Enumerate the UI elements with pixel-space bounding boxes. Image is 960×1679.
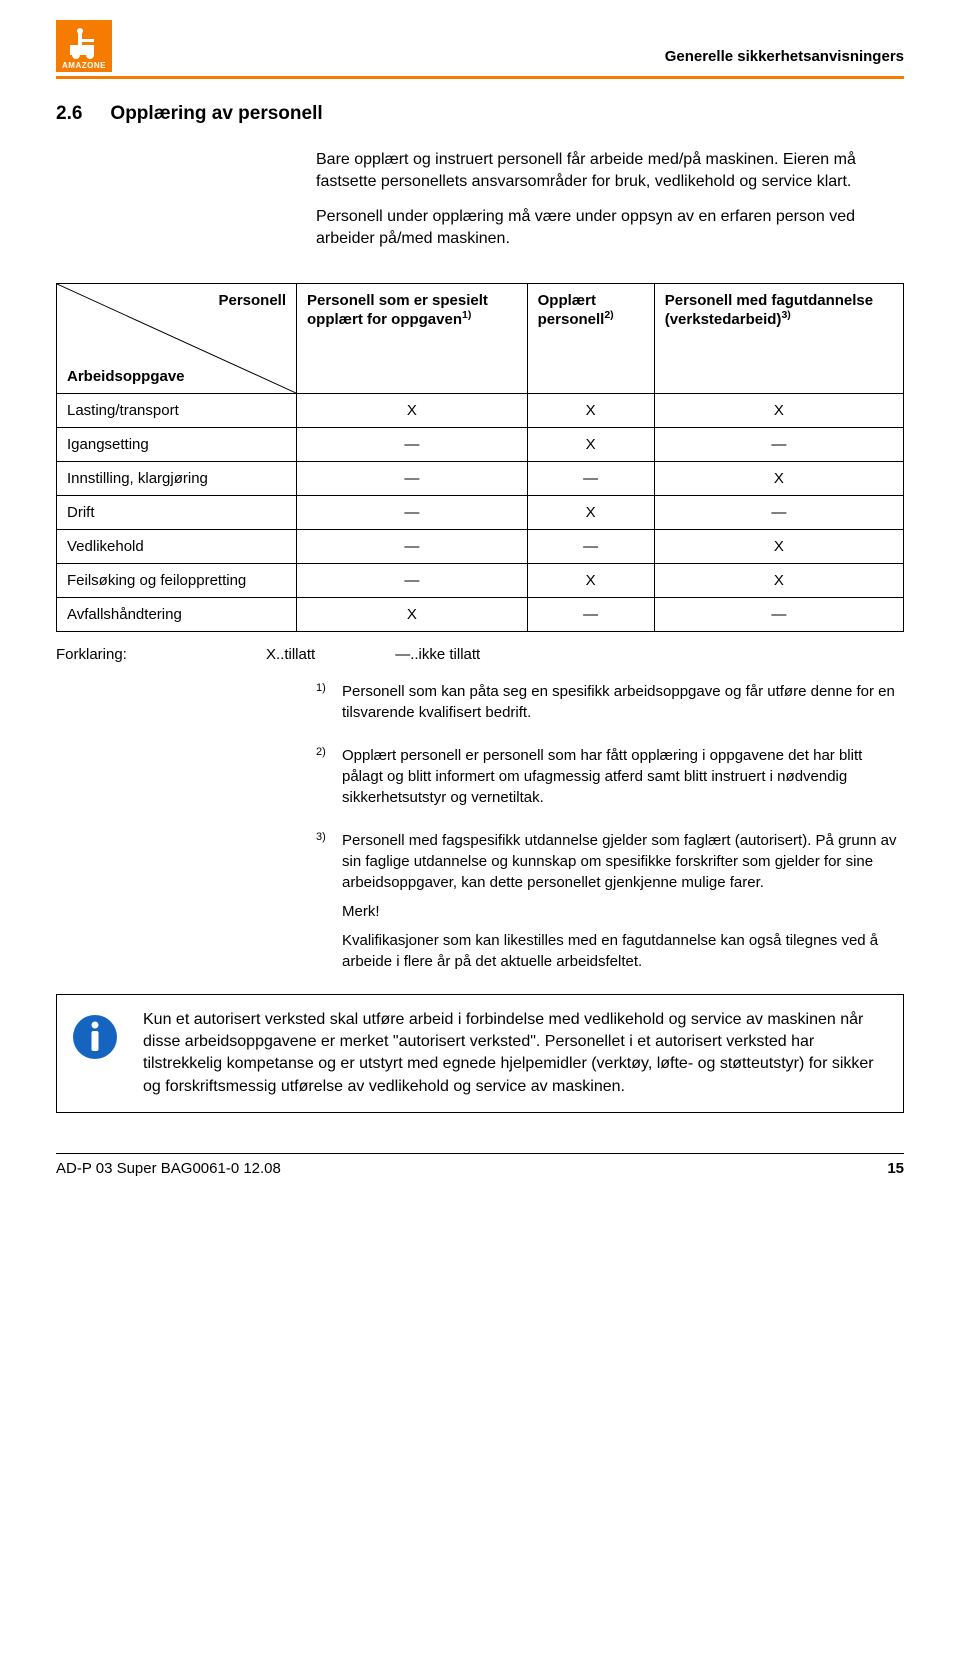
legend: Forklaring: X..tillatt —..ikke tillatt	[56, 646, 904, 663]
table-col2-header: Opplært personell2)	[527, 283, 654, 393]
value-cell: X	[654, 393, 903, 427]
footnotes: 1) Personell som kan påta seg en spesifi…	[316, 681, 904, 980]
table-corner-cell: Personell Arbeidsoppgave	[57, 283, 297, 393]
value-cell: —	[527, 529, 654, 563]
table-col3-header: Personell med fagutdannelse (verkstedarb…	[654, 283, 903, 393]
section-heading: 2.6 Opplæring av personell	[56, 103, 904, 125]
header-chapter-title: Generelle sikkerhetsanvisningers	[665, 20, 904, 65]
footnote-2: 2) Opplært personell er personell som ha…	[316, 745, 904, 816]
task-cell: Igangsetting	[57, 427, 297, 461]
value-cell: —	[297, 427, 528, 461]
value-cell: —	[527, 461, 654, 495]
intro-text: Bare opplært og instruert personell får …	[316, 149, 904, 251]
table-row: Drift—X—	[57, 495, 904, 529]
table-row: Vedlikehold——X	[57, 529, 904, 563]
legend-not-allowed: —..ikke tillatt	[395, 646, 480, 663]
intro-p2: Personell under opplæring må være under …	[316, 206, 904, 251]
task-cell: Lasting/transport	[57, 393, 297, 427]
task-cell: Vedlikehold	[57, 529, 297, 563]
value-cell: X	[654, 563, 903, 597]
section-title: Opplæring av personell	[110, 103, 322, 125]
value-cell: —	[654, 427, 903, 461]
page-footer: AD-P 03 Super BAG0061-0 12.08 15	[56, 1153, 904, 1177]
value-cell: X	[527, 495, 654, 529]
task-cell: Feilsøking og feiloppretting	[57, 563, 297, 597]
legend-label: Forklaring:	[56, 646, 186, 663]
value-cell: X	[654, 461, 903, 495]
table-row: Igangsetting—X—	[57, 427, 904, 461]
table-row: Lasting/transportXXX	[57, 393, 904, 427]
value-cell: X	[527, 393, 654, 427]
personnel-table: Personell Arbeidsoppgave Personell som e…	[56, 283, 904, 632]
section-number: 2.6	[56, 103, 82, 125]
table-col1-header: Personell som er spesielt opplært for op…	[297, 283, 528, 393]
footer-page-number: 15	[887, 1160, 904, 1177]
value-cell: X	[527, 427, 654, 461]
diag-label-bottom: Arbeidsoppgave	[67, 368, 185, 385]
footnote-3: 3) Personell med fagspesifikk utdannelse…	[316, 830, 904, 980]
task-cell: Avfallshåndtering	[57, 597, 297, 631]
value-cell: —	[297, 529, 528, 563]
legend-allowed: X..tillatt	[266, 646, 315, 663]
diag-label-top: Personell	[218, 292, 286, 309]
value-cell: X	[297, 597, 528, 631]
task-cell: Innstilling, klargjøring	[57, 461, 297, 495]
value-cell: X	[654, 529, 903, 563]
table-row: Innstilling, klargjøring——X	[57, 461, 904, 495]
value-cell: —	[654, 495, 903, 529]
table-row: AvfallshåndteringX——	[57, 597, 904, 631]
brand-logo: AMAZONE	[56, 20, 112, 72]
table-row: Feilsøking og feiloppretting—XX	[57, 563, 904, 597]
value-cell: —	[297, 461, 528, 495]
value-cell: —	[297, 563, 528, 597]
notice-box: Kun et autorisert verksted skal utføre a…	[56, 994, 904, 1114]
footnote-1: 1) Personell som kan påta seg en spesifi…	[316, 681, 904, 731]
page-header: AMAZONE Generelle sikkerhetsanvisningers	[56, 20, 904, 79]
intro-p1: Bare opplært og instruert personell får …	[316, 149, 904, 194]
value-cell: X	[527, 563, 654, 597]
task-cell: Drift	[57, 495, 297, 529]
info-icon	[71, 1009, 123, 1068]
value-cell: X	[297, 393, 528, 427]
footer-docid: AD-P 03 Super BAG0061-0 12.08	[56, 1160, 281, 1177]
notice-text: Kun et autorisert verksted skal utføre a…	[143, 1009, 889, 1099]
logo-text: AMAZONE	[62, 61, 106, 70]
value-cell: —	[527, 597, 654, 631]
value-cell: —	[654, 597, 903, 631]
value-cell: —	[297, 495, 528, 529]
